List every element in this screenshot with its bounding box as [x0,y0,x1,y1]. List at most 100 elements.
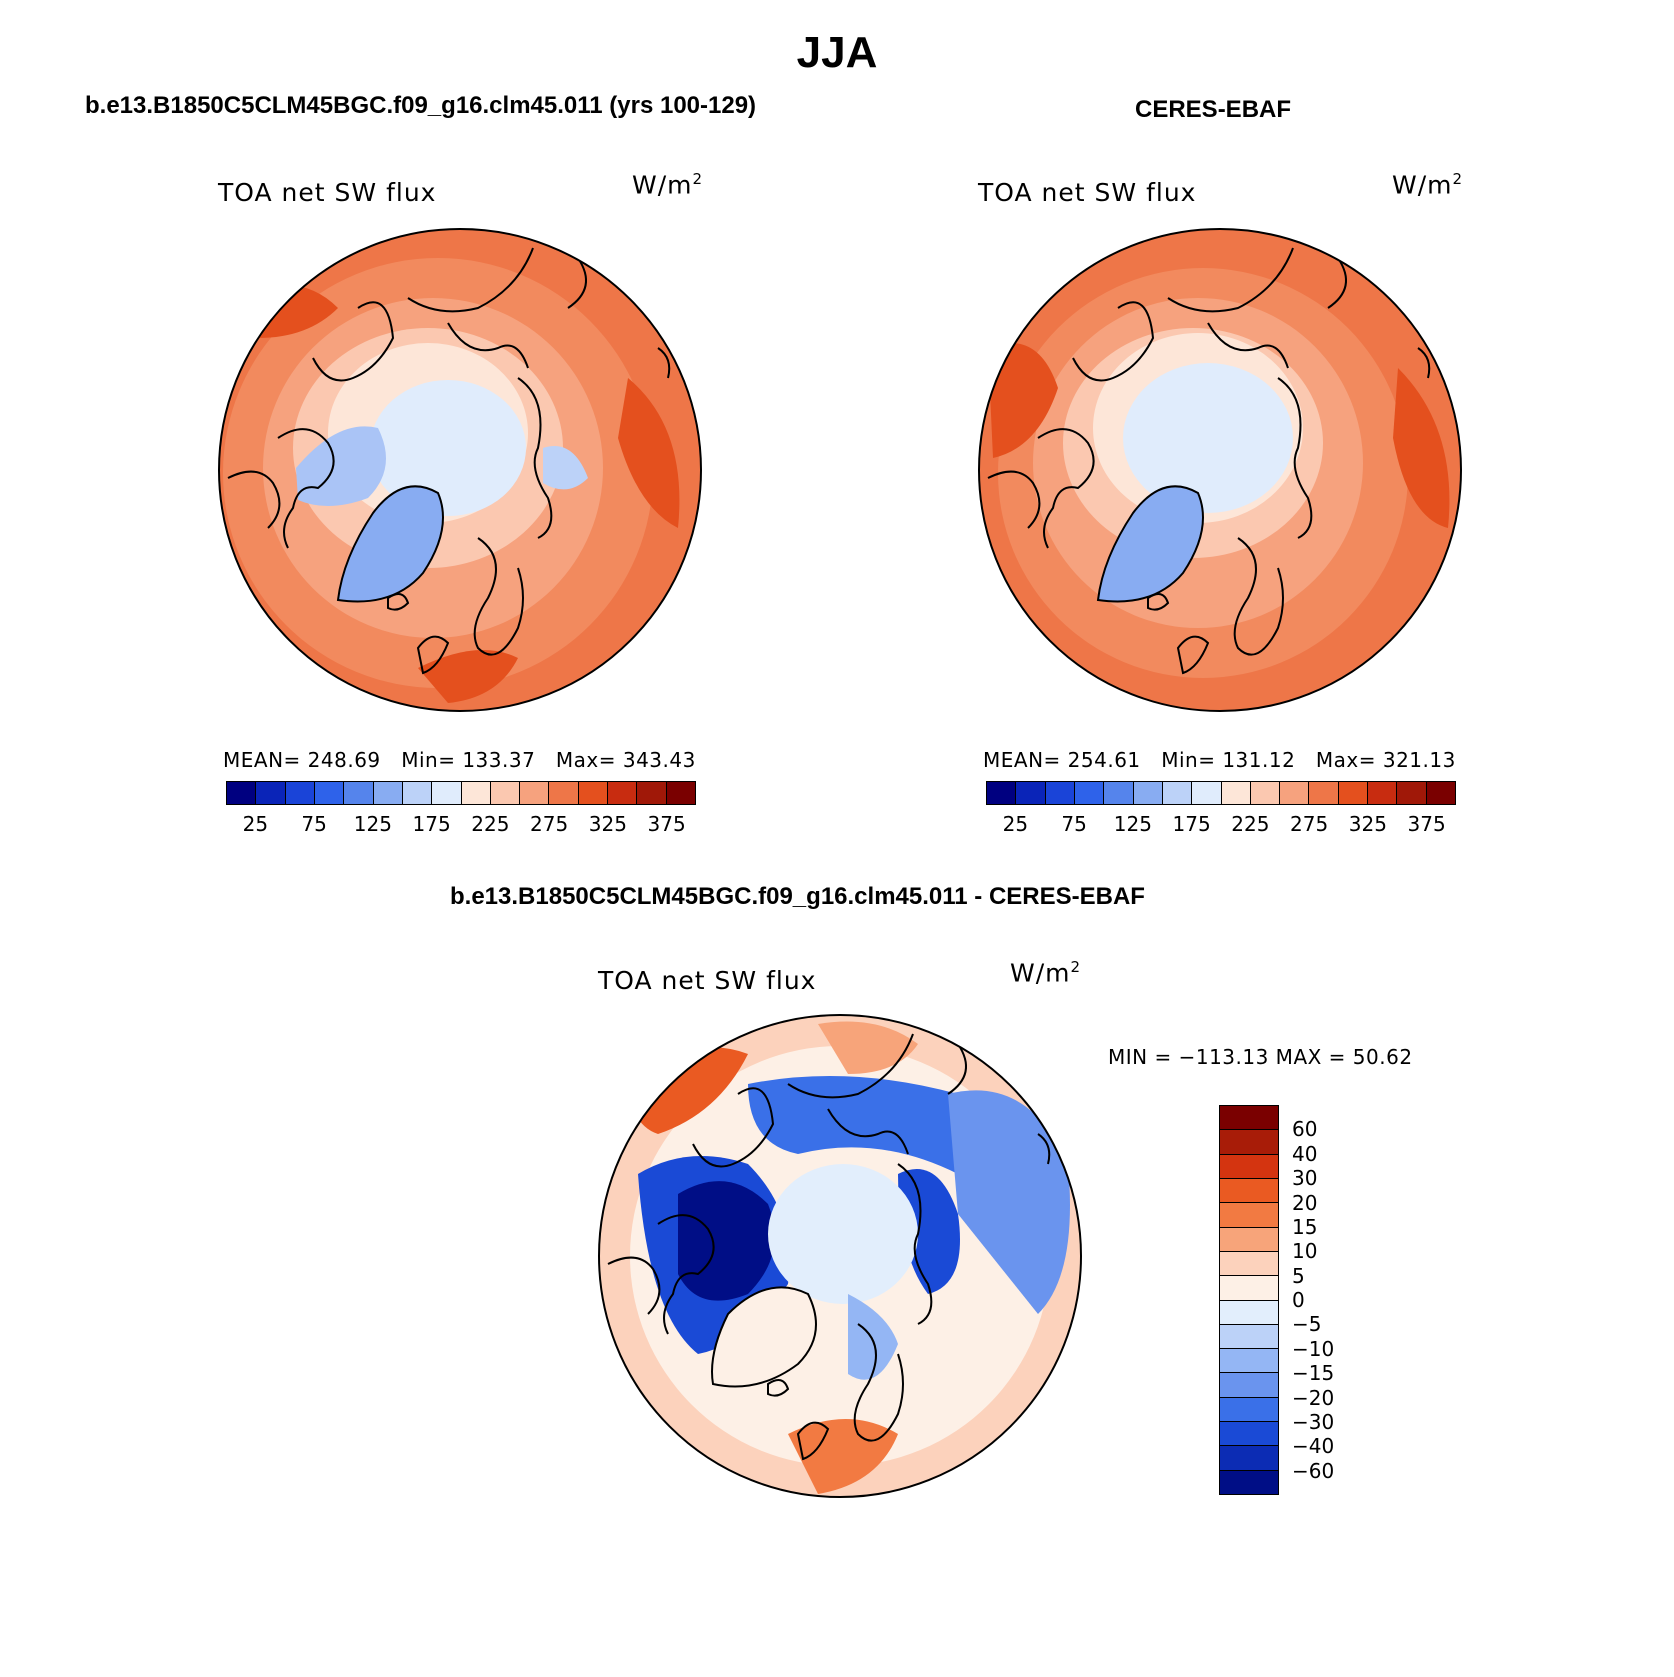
diff-coastlines [607,1033,1051,1461]
panel1-colorbar-ticks: 25 75 125 175 225 275 325 375 [226,812,696,836]
diff-polar-map [598,1014,1082,1498]
panel2-field-hotspot-west [988,343,1058,458]
panel1-field-greenland [338,486,443,602]
panel1-variable-label: TOA net SW flux [218,178,437,207]
panel1-colorbar-tick-label: 275 [530,812,569,836]
panel2-colorbar-swatch [1104,782,1134,804]
panel1-map-border [218,228,702,712]
panel1-colorbar-swatch [373,782,403,804]
panel1-colorbar-tick-label: 125 [353,812,392,836]
panel1-mean-value: 248.69 [307,748,381,772]
panel1-min-label: Min= [401,748,456,772]
panel2-colorbar-tick-label: 125 [1113,812,1152,836]
diff-map-border [598,1014,1082,1498]
panel2-colorbar [986,781,1456,805]
panel2-colorbar-tick-label: 225 [1231,812,1270,836]
panel1-colorbar-swatch [461,782,491,804]
panel1-field-hotspot-europe [418,650,518,703]
diff-colorbar-tick-label: 60 [1292,1117,1318,1142]
diff-colorbar-tick-label: 40 [1292,1141,1318,1166]
diff-colorbar-tick-label: −30 [1292,1409,1335,1434]
diff-colorbar-tick-label: 0 [1292,1288,1305,1312]
diff-variable-label: TOA net SW flux [598,966,817,995]
diff-colorbar-swatch [1220,1446,1278,1471]
panel2-colorbar-swatch [987,782,1017,804]
panel1-colorbar-swatch [256,782,286,804]
diff-colorbar-swatch [1220,1373,1278,1398]
panel1-min-value: 133.37 [462,748,536,772]
panel2-colorbar-swatch [1426,782,1455,804]
diff-field-blue-east [948,1090,1070,1314]
panel2-colorbar-tick-label: 25 [1002,812,1029,836]
diff-colorbar-swatch [1220,1251,1278,1277]
panel2-min-value: 131.12 [1222,748,1296,772]
panel1-colorbar-swatch [432,782,462,804]
panel1-polar-map [218,228,702,712]
figure-title: JJA [796,28,878,77]
diff-colorbar-tick-label: −10 [1292,1336,1335,1361]
diff-colorbar-tick-label: −15 [1292,1361,1335,1386]
panel1-colorbar-swatch [549,782,579,804]
panel1-field-arctic-ocean [370,380,526,516]
panel2-colorbar-tick-label: 375 [1407,812,1446,836]
diff-field-blue-north [748,1076,978,1174]
panel1-colorbar-swatch [314,782,345,804]
panel2-field-hotspot-east [1393,368,1450,528]
panel1-colorbar-tick-label: 325 [588,812,627,836]
panel2-colorbar-swatch [1338,782,1369,804]
panel1-colorbar [226,781,696,805]
panel2-colorbar-swatch [1016,782,1046,804]
panel1-colorbar-tick-label: 225 [471,812,510,836]
panel2-colorbar-swatch [1309,782,1339,804]
panel2-colorbar-swatch [1250,782,1281,804]
panel2-colorbar-swatch [1280,782,1310,804]
panel1-title: b.e13.B1850C5CLM45BGC.f09_g16.clm45.011 … [85,92,757,119]
diff-colorbar-swatch [1220,1324,1278,1350]
panel2-colorbar-swatch [1162,782,1193,804]
diff-colorbar-tick-label: 5 [1292,1263,1305,1288]
diff-colorbar-tick-label: 30 [1292,1166,1318,1191]
panel2-max-value: 321.13 [1382,748,1456,772]
panel2-colorbar-swatch [1045,782,1075,804]
diff-colorbar-swatch [1220,1470,1278,1494]
diff-field-hotspot-north [818,1021,918,1074]
diff-colorbar-swatch [1220,1227,1278,1252]
panel1-colorbar-swatch [520,782,550,804]
panel1-colorbar-swatch [285,782,315,804]
diff-field-south-blue [848,1294,898,1380]
panel1-colorbar-swatch [608,782,638,804]
panel2-mean-label: MEAN= [983,748,1061,772]
panel2-mean-value: 254.61 [1067,748,1141,772]
diff-colorbar-swatch [1220,1422,1278,1447]
panel1-units-label: W/m2 [632,170,704,200]
diff-colorbar-swatch [1220,1349,1278,1374]
panel2-map-border [978,228,1462,712]
diff-minmax: MIN = −113.13 MAX = 50.62 [1108,1045,1413,1069]
diff-colorbar-swatch [1220,1154,1278,1179]
panel1-colorbar-tick-label: 375 [647,812,686,836]
panel1-colorbar-tick-label: 25 [242,812,269,836]
panel2-field-arctic-ocean [1123,363,1293,513]
panel1-colorbar-tick-label: 75 [301,812,327,836]
diff-panel-title: b.e13.B1850C5CLM45BGC.f09_g16.clm45.011 … [450,883,1145,910]
diff-units-label: W/m2 [1010,958,1082,988]
panel2-colorbar-swatch [1397,782,1427,804]
panel1-colorbar-swatch [344,782,374,804]
panel2-title: CERES-EBAF [1135,96,1292,123]
panel2-field-greenland [1098,486,1203,602]
panel2-colorbar-tick-label: 175 [1172,812,1211,836]
panel2-colorbar-swatch [1221,782,1251,804]
diff-colorbar-tick-label: 10 [1292,1239,1318,1264]
panel2-stats: MEAN= 254.61 Min= 131.12 Max= 321.13 [983,748,1456,772]
panel1-max-label: Max= [555,748,616,772]
panel2-max-label: Max= [1315,748,1376,772]
panel1-coastlines [227,247,671,675]
diff-colorbar-swatch [1220,1300,1278,1325]
diff-field-arctic-ocean [768,1164,918,1304]
diff-colorbar-swatch [1220,1130,1278,1155]
diff-colorbar-tick-label: 20 [1292,1190,1318,1215]
panel1-colorbar-swatch [666,782,695,804]
diff-colorbar-tick-label: −60 [1292,1458,1335,1483]
panel2-coastlines [987,247,1431,675]
panel2-colorbar-tick-label: 75 [1061,812,1087,836]
